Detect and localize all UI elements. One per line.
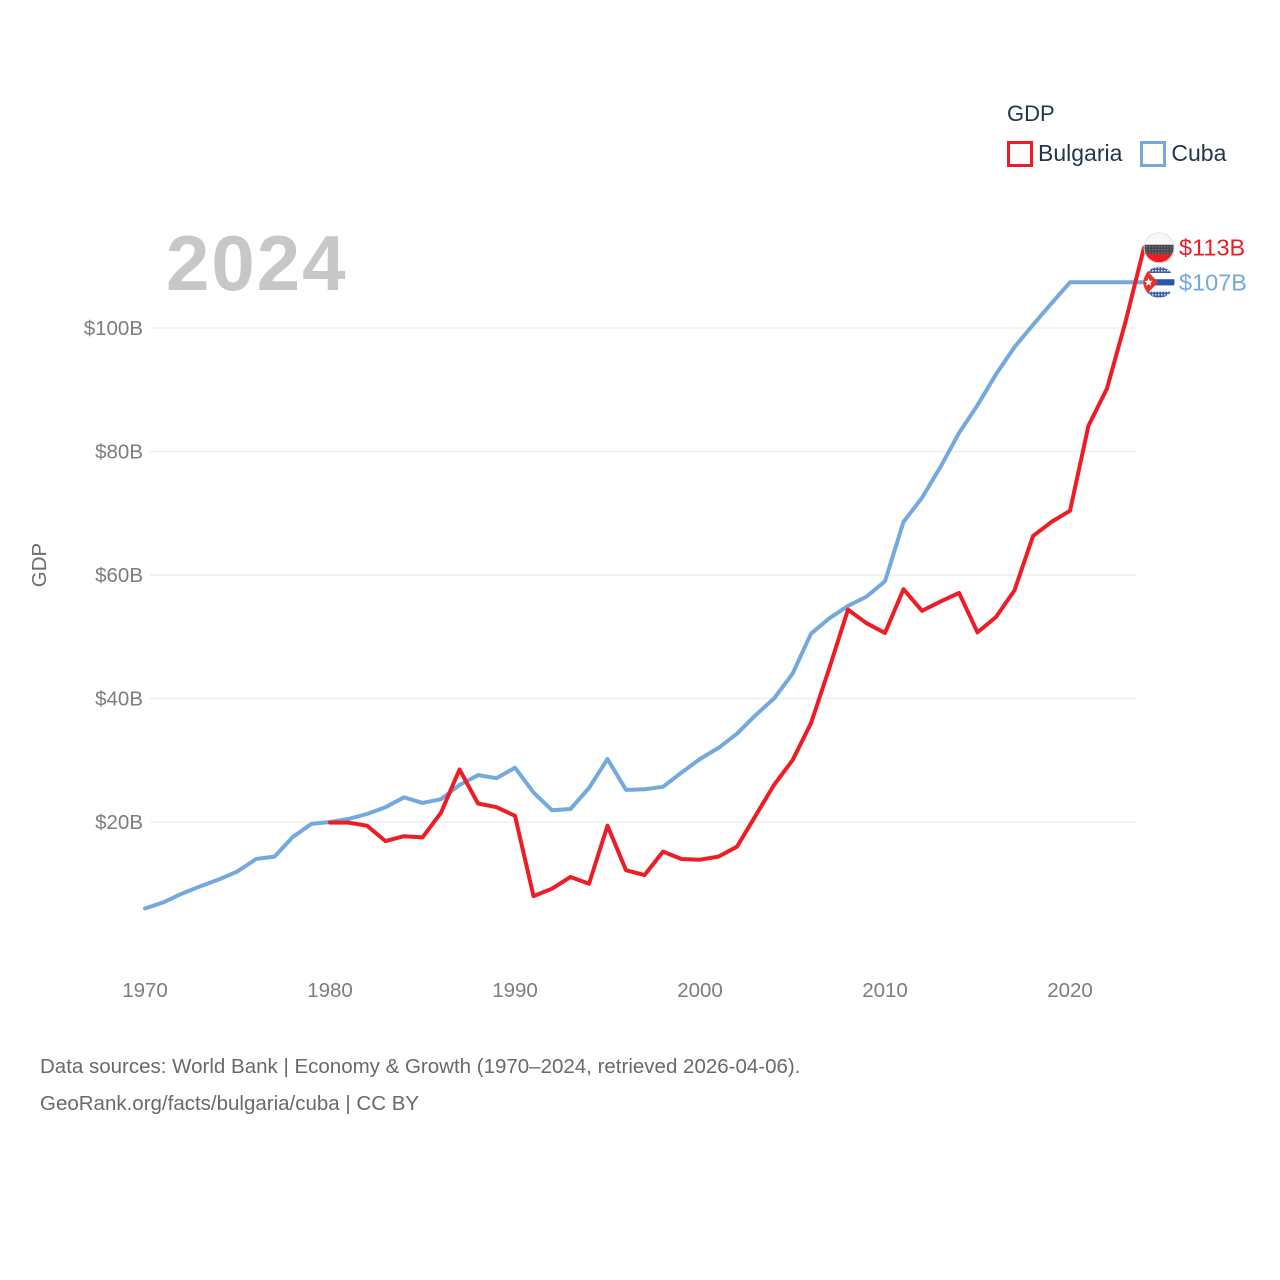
legend-item-cuba[interactable]: Cuba [1140,140,1226,167]
y-tick-label: $60B [95,564,143,587]
x-tick-label: 2020 [1047,979,1093,1002]
gridlines [150,327,1136,823]
end-label-cuba: $107B [1179,269,1247,295]
legend-title: GDP [1007,101,1055,126]
cuba-line[interactable] [143,280,1151,911]
end-label-bulgaria: $113B [1179,235,1245,261]
x-tick-label: 2010 [862,979,908,1002]
y-tick-label: $80B [95,441,143,464]
legend-label-cuba: Cuba [1171,140,1227,166]
legend-item-bulgaria[interactable]: Bulgaria [1007,140,1122,167]
x-tick-label: 1990 [492,979,538,1002]
footer: Data sources: World Bank | Economy & Gro… [40,1048,800,1122]
cuba-swatch-icon [1140,140,1167,167]
legend: GDP Bulgaria Cuba [1007,101,1226,167]
y-tick-label: $40B [95,688,143,711]
bulgaria-swatch-icon [1007,140,1033,167]
legend-items: Bulgaria Cuba [1007,140,1226,167]
x-axis-tick-labels: 1970 1980 1990 2000 2010 2020 [122,979,1093,1002]
y-tick-label: $20B [95,811,143,834]
footer-attribution: GeoRank.org/facts/bulgaria/cuba | CC BY [40,1092,420,1115]
cuba-flag-icon [1143,266,1175,298]
y-axis-title: GDP [28,543,51,587]
bulgaria-line[interactable] [328,245,1151,899]
x-tick-label: 2000 [677,979,723,1002]
year-watermark: 2024 [166,219,348,307]
x-tick-label: 1980 [307,979,353,1002]
y-axis-tick-labels: $20B $40B $60B $80B $100B [84,317,143,834]
legend-label-bulgaria: Bulgaria [1038,140,1123,166]
bulgaria-flag-icon [1143,232,1175,264]
x-tick-label: 1970 [122,979,168,1002]
footer-sources: Data sources: World Bank | Economy & Gro… [40,1055,801,1078]
y-tick-label: $100B [84,317,143,340]
